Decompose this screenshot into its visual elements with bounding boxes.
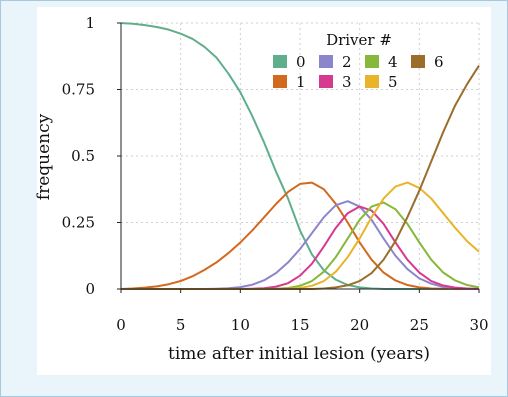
legend-label-4: 4 [388,53,398,71]
legend-label-1: 1 [296,73,306,91]
x-tick-labels: 0 5 10 15 20 25 30 [116,316,488,334]
y-tick-label-1: 0.25 [62,214,95,232]
x-tick-label-1: 5 [176,316,186,334]
x-tick-label-2: 10 [231,316,250,334]
legend-label-6: 6 [434,53,444,71]
y-tick-label-4: 1 [85,14,95,32]
x-tick-label-0: 0 [116,316,126,334]
legend-swatch-1 [273,75,287,88]
y-tick-labels: 0 0.25 0.5 0.75 1 [62,14,95,298]
legend-label-0: 0 [296,53,306,71]
legend-swatch-6 [411,55,425,68]
legend-swatch-5 [365,75,379,88]
legend-title: Driver # [326,31,392,49]
legend-swatch-0 [273,55,287,68]
grid-lines [121,22,480,289]
y-tick-label-2: 0.5 [71,147,95,165]
x-tick-label-3: 15 [290,316,309,334]
legend-label-2: 2 [342,53,352,71]
legend: Driver # 0 1 2 3 4 5 6 [273,31,444,91]
legend-label-3: 3 [342,73,352,91]
axes [117,22,480,293]
x-axis-label: time after initial lesion (years) [168,344,430,364]
x-tick-label-6: 30 [469,316,488,334]
legend-label-5: 5 [388,73,398,91]
legend-swatch-4 [365,55,379,68]
y-tick-label-0: 0 [85,280,95,298]
legend-swatch-2 [319,55,333,68]
x-tick-label-5: 25 [410,316,429,334]
x-tick-label-4: 20 [350,316,369,334]
y-axis-label: frequency [34,113,54,200]
series-line-1 [120,181,479,290]
y-tick-label-3: 0.75 [62,81,95,99]
chart-panel [37,7,491,375]
legend-swatch-3 [319,75,333,88]
